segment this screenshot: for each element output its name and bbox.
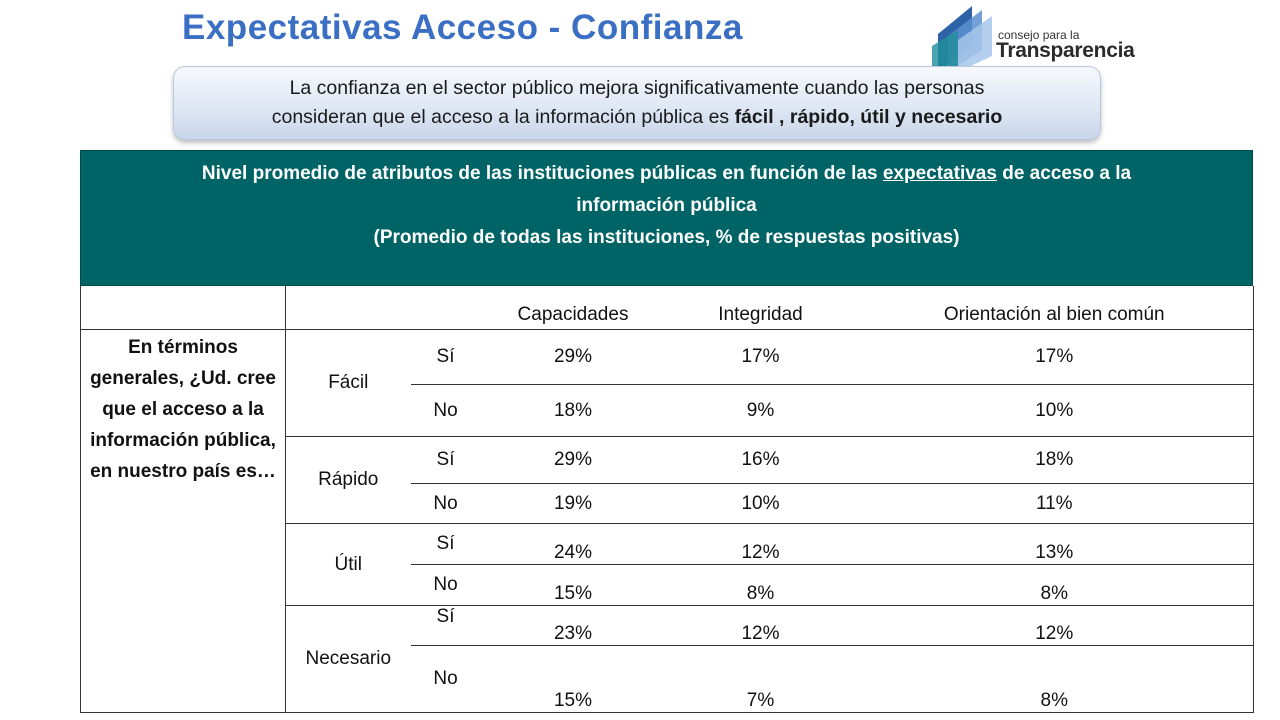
attribute-label: Rápido [285, 436, 411, 524]
value-cell: 12% [665, 523, 856, 565]
attribute-label: Útil [285, 523, 411, 606]
column-header: Capacidades [480, 286, 666, 330]
logo-mark-icon [932, 6, 992, 72]
answer-cell: No [410, 564, 481, 606]
value-cell: 11% [855, 483, 1254, 524]
table-heading-line2: información pública [576, 195, 757, 216]
heading-underlined: expectativas [882, 163, 997, 184]
value-cell: 9% [665, 384, 856, 437]
value-cell: 12% [665, 605, 856, 646]
answer-cell: Sí [410, 436, 481, 484]
table-row: Necesario Sí 23% 12% 12% [81, 605, 1254, 713]
table-row: En términos generales, ¿Ud. cree que el … [80, 329, 1254, 713]
heading-text-pre: Nivel promedio de atributos de las insti… [201, 163, 883, 184]
value-cell: 8% [855, 645, 1254, 713]
table-row: No 15% 8% 8% [81, 564, 1254, 606]
attribute-label: Necesario [285, 605, 411, 713]
answer-cell: Sí [410, 523, 481, 565]
value-cell: 10% [665, 483, 856, 524]
answer-cell: Sí [410, 605, 481, 646]
callout-line2: consideran que el acceso a la informació… [174, 103, 1100, 132]
question-cell: En términos generales, ¿Ud. cree que el … [80, 329, 286, 713]
column-header: Orientación al bien común [855, 286, 1254, 330]
empty-header-cell [80, 286, 286, 330]
results-table: Nivel promedio de atributos de las insti… [80, 150, 1254, 713]
value-cell: 29% [480, 329, 666, 385]
table-row: No 15% 7% 8% [81, 645, 1254, 713]
answer-cell: No [410, 384, 481, 437]
callout-line1: La confianza en el sector público mejora… [289, 77, 985, 99]
heading-text-post: de acceso a la [996, 163, 1132, 184]
value-cell: 12% [855, 605, 1254, 646]
page-title: Expectativas Acceso - Confianza [182, 8, 743, 47]
table-row: No 18% 9% 10% [81, 384, 1254, 437]
table-row: No 19% 10% 11% [81, 483, 1254, 524]
value-cell: 15% [480, 645, 666, 713]
table-heading-line3: (Promedio de todas las instituciones, % … [373, 227, 960, 248]
value-cell: 23% [480, 605, 666, 646]
logo: consejo para la Transparencia [932, 6, 1135, 74]
value-cell: 19% [480, 483, 666, 524]
answer-cell: Sí [410, 329, 481, 385]
callout-line2-bold: fácil , rápido, útil y necesario [734, 106, 1003, 128]
table-heading-line1: Nivel promedio de atributos de las insti… [81, 158, 1252, 190]
value-cell: 8% [855, 564, 1254, 606]
value-cell: 17% [855, 329, 1254, 385]
value-cell: 24% [480, 523, 666, 565]
value-cell: 15% [480, 564, 666, 606]
empty-header-cell [410, 286, 481, 330]
table-row: Útil Sí 24% 12% 13% [81, 523, 1254, 606]
value-cell: 17% [665, 329, 856, 385]
value-cell: 10% [855, 384, 1254, 437]
callout-box: La confianza en el sector público mejora… [173, 66, 1101, 140]
value-cell: 7% [665, 645, 856, 713]
value-cell: 18% [855, 436, 1254, 484]
empty-header-cell [285, 286, 411, 330]
answer-cell: No [410, 483, 481, 524]
value-cell: 16% [665, 436, 856, 484]
value-cell: 8% [665, 564, 856, 606]
table-heading: Nivel promedio de atributos de las insti… [80, 150, 1253, 286]
value-cell: 13% [855, 523, 1254, 565]
callout-line2-text: consideran que el acceso a la informació… [271, 106, 735, 128]
answer-cell: No [410, 645, 481, 713]
attribute-label: Fácil [285, 329, 411, 437]
column-header: Integridad [665, 286, 856, 330]
table-row: Rápido Sí 29% 16% 18% [81, 436, 1254, 524]
data-table: Capacidades Integridad Orientación al bi… [80, 286, 1254, 713]
logo-small-text: consejo para la [998, 28, 1080, 42]
column-header-row: Capacidades Integridad Orientación al bi… [80, 286, 1254, 330]
logo-big-text: Transparencia [996, 39, 1135, 62]
value-cell: 18% [480, 384, 666, 437]
value-cell: 29% [480, 436, 666, 484]
